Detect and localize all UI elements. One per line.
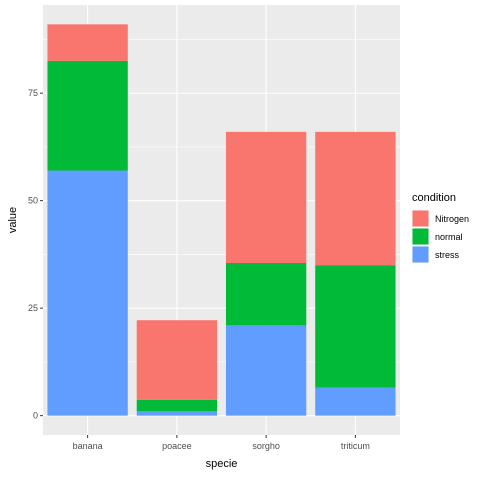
legend-swatch-stress [412,246,429,263]
bars [47,24,396,416]
bar-poacee-normal [136,399,218,412]
bar-triticum-nitrogen [315,131,396,266]
legend: condition Nitrogen normal stress [412,192,469,263]
y-axis-title: value [7,207,19,233]
legend-title: condition [412,192,456,204]
legend-label-stress: stress [435,250,460,260]
bar-triticum-normal [315,265,396,388]
bar-poacee-stress [136,411,218,416]
x-tick-label: banana [73,441,103,451]
x-axis: banana poacee sorgho triticum [73,435,370,451]
bar-banana-normal [47,60,128,171]
bar-sorgho-normal [225,263,307,326]
bar-triticum-stress [315,387,396,416]
legend-swatch-normal [412,228,429,245]
bar-sorgho-nitrogen [225,131,307,263]
legend-label-normal: normal [435,232,463,242]
y-tick-label: 0 [33,411,38,421]
x-tick-label: triticum [341,441,370,451]
x-axis-title: specie [206,458,238,470]
bar-banana-stress [47,170,128,416]
x-tick-label: poacee [162,441,192,451]
legend-swatch-nitrogen [412,210,429,227]
bar-poacee-nitrogen [136,320,218,400]
y-tick-label: 50 [28,196,38,206]
y-tick-label: 75 [28,88,38,98]
bar-sorgho-stress [225,325,307,416]
x-tick-label: sorgho [252,441,280,451]
y-axis: 0 25 50 75 [28,88,43,421]
y-tick-label: 25 [28,303,38,313]
legend-label-nitrogen: Nitrogen [435,214,469,224]
bar-banana-nitrogen [47,24,128,61]
